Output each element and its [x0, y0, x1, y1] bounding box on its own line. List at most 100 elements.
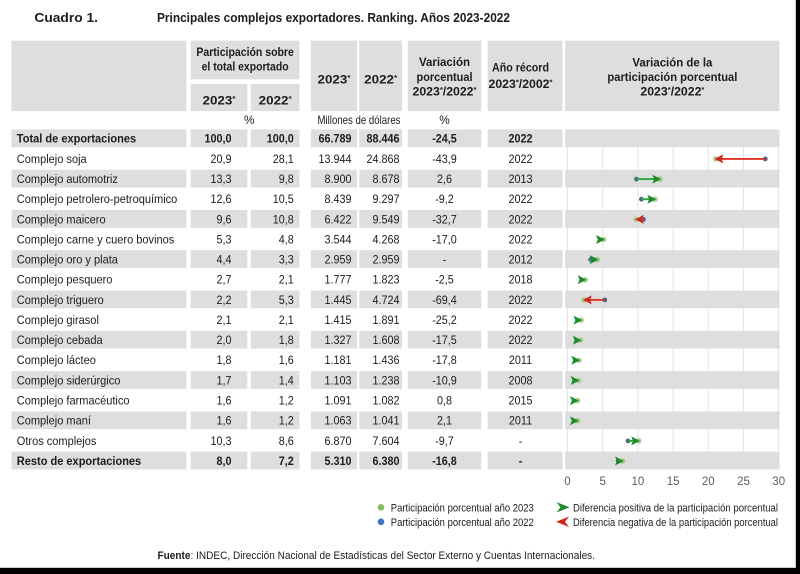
svg-text:el total exportado: el total exportado	[202, 60, 289, 74]
svg-text:%: %	[439, 113, 450, 127]
svg-text:2023*​/2022*​: 2023*​/2022*​	[640, 85, 704, 99]
svg-text:2,2: 2,2	[217, 293, 232, 307]
svg-text:2023*​/2022*​: 2023*​/2022*​	[413, 85, 477, 99]
svg-text:20,9: 20,9	[211, 152, 232, 166]
svg-text:1.445: 1.445	[325, 293, 352, 307]
svg-text:Complejo maní: Complejo maní	[17, 414, 92, 428]
svg-text:2011: 2011	[509, 353, 532, 367]
svg-text:Variación de la: Variación de la	[632, 56, 712, 70]
svg-text:Participación porcentual año 2: Participación porcentual año 2023	[391, 502, 534, 514]
svg-text:2008: 2008	[509, 373, 533, 387]
svg-text:1.608: 1.608	[373, 333, 400, 347]
svg-text:-: -	[443, 253, 447, 267]
svg-text:-9,7: -9,7	[435, 434, 454, 448]
svg-text:3,3: 3,3	[279, 253, 294, 267]
svg-text:2,0: 2,0	[217, 333, 232, 347]
svg-text:1,2: 1,2	[279, 414, 294, 428]
svg-text:Millones de dólares: Millones de dólares	[318, 113, 401, 127]
svg-text:24.868: 24.868	[367, 152, 400, 166]
svg-text:Total de exportaciones: Total de exportaciones	[17, 132, 136, 146]
svg-text:Complejo soja: Complejo soja	[17, 152, 87, 166]
svg-text:2022: 2022	[509, 192, 533, 206]
svg-text:13,3: 13,3	[211, 172, 232, 186]
svg-text:8.678: 8.678	[373, 172, 400, 186]
svg-text:2013: 2013	[509, 172, 533, 186]
svg-text:10: 10	[632, 476, 645, 488]
svg-text:Complejo oro y plata: Complejo oro y plata	[17, 253, 118, 267]
svg-text:2018: 2018	[509, 273, 533, 287]
svg-text:2022: 2022	[509, 293, 533, 307]
svg-text:1,6: 1,6	[217, 394, 232, 408]
svg-text:1.436: 1.436	[373, 353, 400, 367]
svg-text:Complejo girasol: Complejo girasol	[17, 313, 99, 327]
svg-text:Cuadro 1.: Cuadro 1.	[34, 10, 98, 25]
svg-text:Variación: Variación	[419, 55, 470, 69]
svg-text:6.380: 6.380	[373, 454, 400, 468]
svg-text:6.422: 6.422	[325, 212, 352, 226]
svg-text:0: 0	[564, 476, 570, 488]
svg-text:1.091: 1.091	[325, 394, 352, 408]
svg-text:5.310: 5.310	[325, 454, 352, 468]
svg-text:Participación sobre: Participación sobre	[196, 45, 294, 59]
svg-text:1,6: 1,6	[279, 353, 294, 367]
svg-text:Diferencia negativa de la part: Diferencia negativa de la participación …	[573, 517, 778, 529]
svg-text:10,3: 10,3	[211, 434, 232, 448]
svg-text:-17,8: -17,8	[432, 353, 457, 367]
svg-text:2,7: 2,7	[217, 273, 232, 287]
svg-text:100,0: 100,0	[205, 132, 232, 146]
svg-text:30: 30	[772, 476, 785, 488]
svg-text:Complejo siderúrgico: Complejo siderúrgico	[17, 373, 121, 387]
svg-text:9,8: 9,8	[279, 172, 294, 186]
svg-text:10,5: 10,5	[273, 192, 294, 206]
svg-text:1.063: 1.063	[325, 414, 352, 428]
svg-text:-: -	[519, 454, 523, 468]
svg-text:1.823: 1.823	[373, 273, 400, 287]
svg-text:100,0: 100,0	[267, 132, 294, 146]
svg-text:1.181: 1.181	[325, 353, 352, 367]
svg-text:-9,2: -9,2	[435, 192, 454, 206]
svg-text:13.944: 13.944	[319, 152, 352, 166]
svg-text:2023*​: 2023*​	[318, 73, 351, 87]
svg-text:1.777: 1.777	[325, 273, 352, 287]
svg-text:porcentual: porcentual	[417, 70, 473, 84]
svg-text:1.238: 1.238	[373, 373, 400, 387]
svg-text:-32,7: -32,7	[432, 212, 457, 226]
svg-text:15: 15	[667, 476, 680, 488]
svg-text:participación porcentual: participación porcentual	[607, 70, 737, 84]
svg-text:-16,8: -16,8	[432, 454, 457, 468]
svg-text:3.544: 3.544	[325, 232, 352, 246]
svg-text:5,3: 5,3	[217, 232, 232, 246]
svg-text:1,7: 1,7	[217, 373, 232, 387]
svg-text:2,1: 2,1	[217, 313, 232, 327]
svg-text:%: %	[244, 113, 255, 127]
svg-text:2,1: 2,1	[279, 273, 294, 287]
svg-text:1.082: 1.082	[373, 394, 400, 408]
svg-text:Complejo petrolero-petroquímic: Complejo petrolero-petroquímico	[17, 192, 178, 206]
svg-text:1,2: 1,2	[279, 394, 294, 408]
svg-text:4.724: 4.724	[373, 293, 400, 307]
svg-text:28,1: 28,1	[273, 152, 294, 166]
svg-text:88.446: 88.446	[367, 132, 400, 146]
svg-text:Año récord: Año récord	[492, 61, 549, 75]
svg-text:9.297: 9.297	[373, 192, 400, 206]
svg-text:-2,5: -2,5	[435, 273, 454, 287]
svg-text:2022*​: 2022*​	[364, 73, 397, 87]
svg-text:7,2: 7,2	[279, 454, 294, 468]
svg-text:8.900: 8.900	[325, 172, 352, 186]
svg-text:2022: 2022	[509, 132, 533, 146]
svg-text:1.327: 1.327	[325, 333, 352, 347]
svg-text:1,4: 1,4	[279, 373, 294, 387]
svg-text:4,8: 4,8	[279, 232, 294, 246]
svg-text:12,6: 12,6	[211, 192, 232, 206]
svg-text:20: 20	[702, 476, 715, 488]
svg-text:1,6: 1,6	[217, 414, 232, 428]
svg-text:Complejo cebada: Complejo cebada	[17, 333, 103, 347]
svg-text:10,8: 10,8	[273, 212, 294, 226]
svg-text:2023*​: 2023*​	[203, 93, 236, 107]
svg-text:2022*​: 2022*​	[259, 93, 292, 107]
svg-text:-17,5: -17,5	[432, 333, 457, 347]
svg-text:2022: 2022	[509, 212, 533, 226]
svg-text:66.789: 66.789	[319, 132, 352, 146]
svg-text:-24,5: -24,5	[432, 132, 457, 146]
svg-text:0,8: 0,8	[437, 394, 452, 408]
